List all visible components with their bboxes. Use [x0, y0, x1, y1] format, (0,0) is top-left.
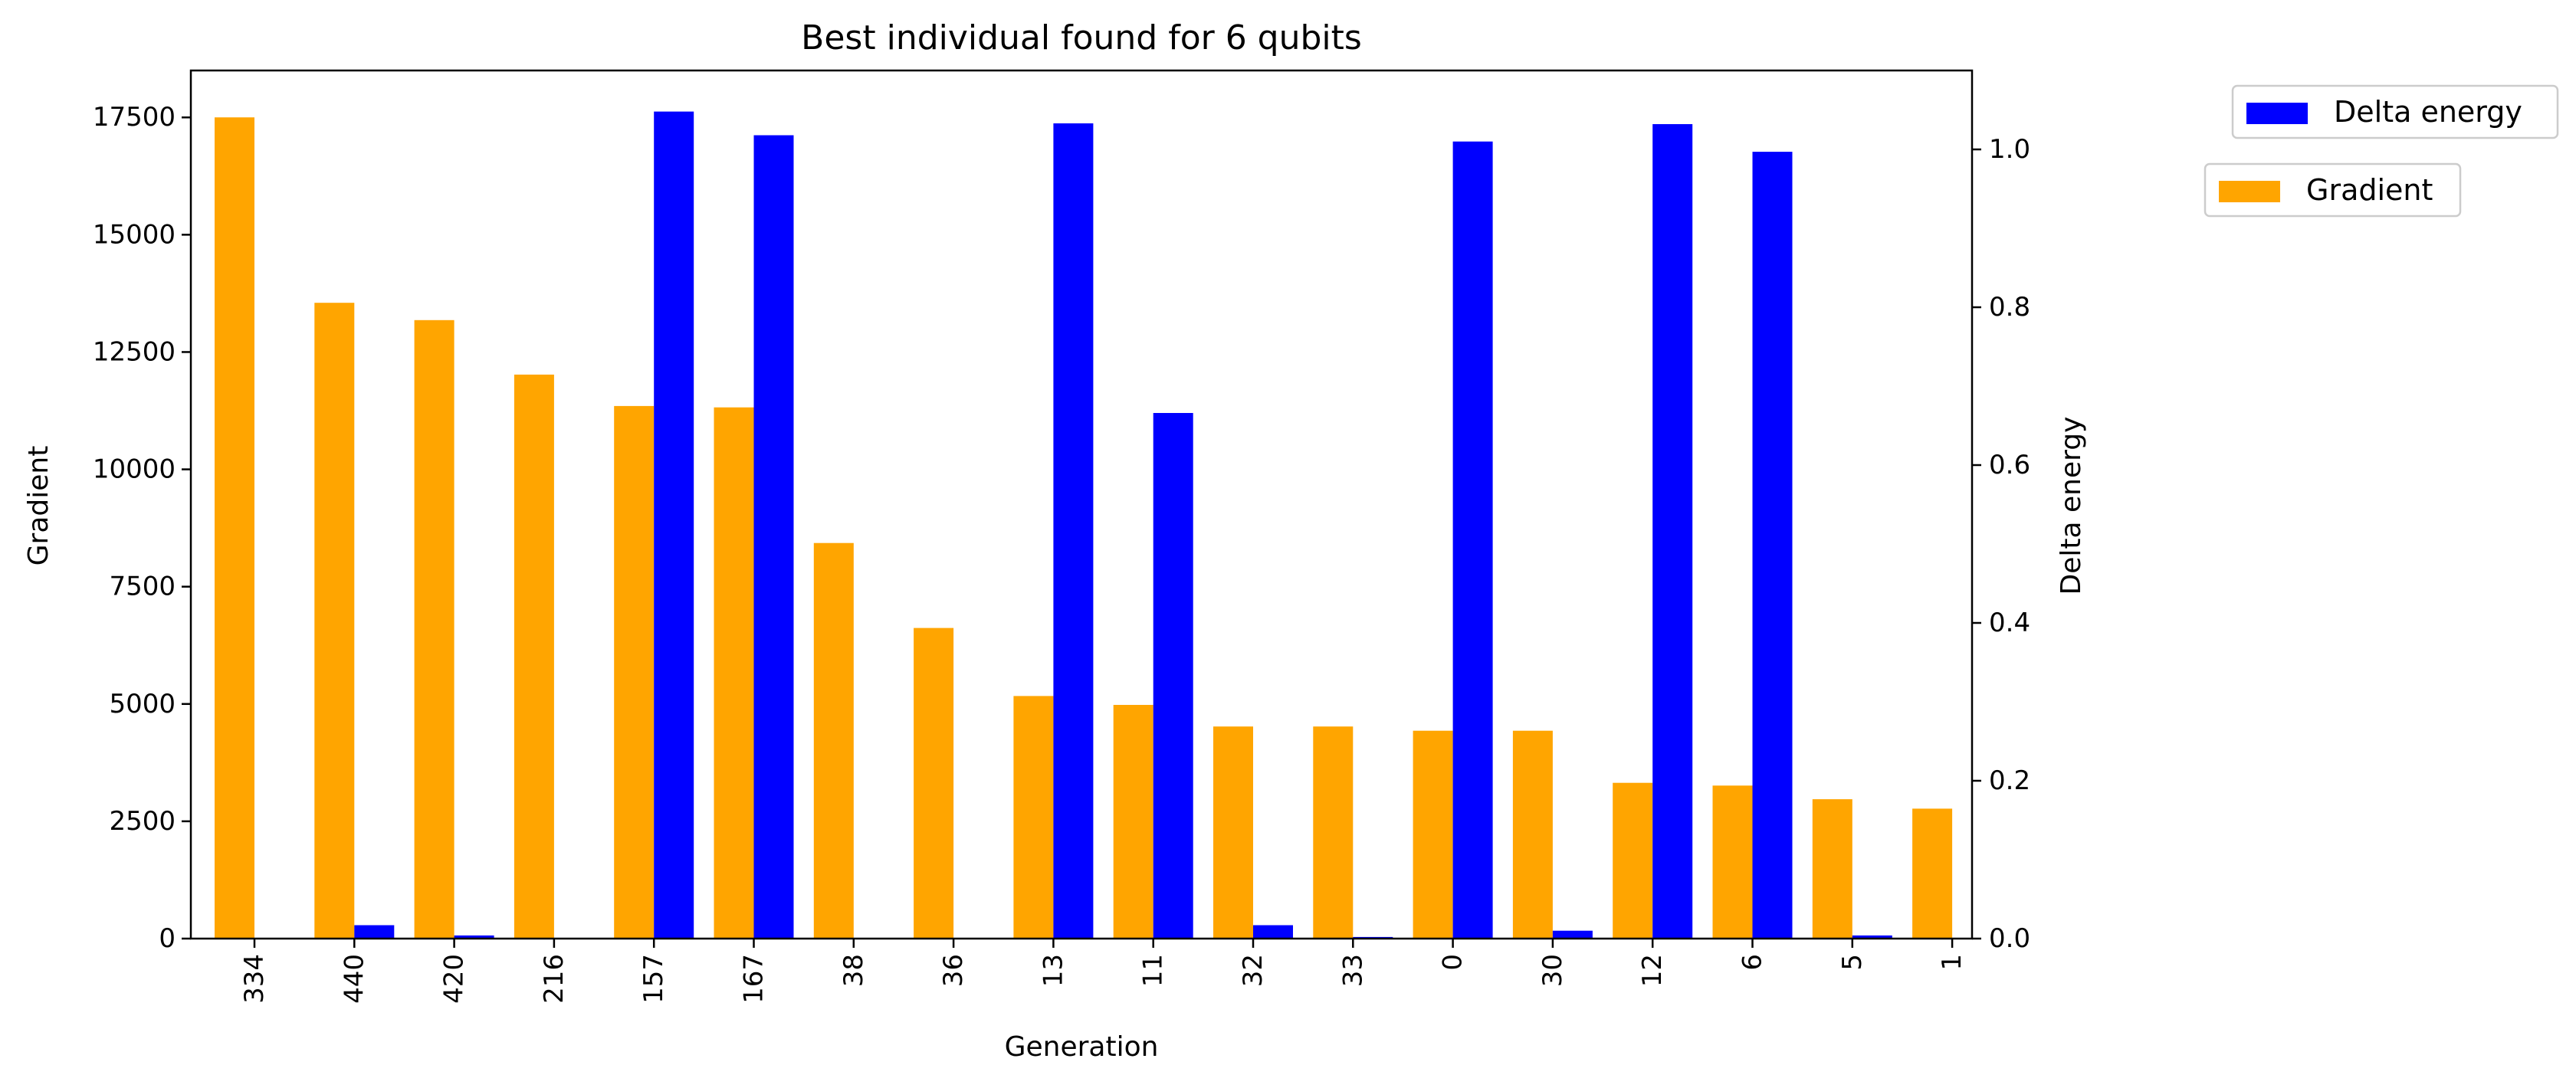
x-ticks-group: 334 440 420 216 157 167 38 36 13 11 32 33 0 30 12 6 5 1	[239, 939, 1967, 1004]
y-left-tick-label: 5000	[109, 689, 176, 719]
gradient-bar-167	[714, 407, 754, 939]
delta-energy-bar-5	[1852, 935, 1892, 939]
y-right-tick-label: 0.4	[1989, 608, 2030, 638]
y-right-tick-label: 0.8	[1989, 292, 2030, 323]
x-tick-label: 440	[339, 954, 369, 1004]
delta-energy-bar-30	[1552, 930, 1593, 939]
gradient-bar-5	[1812, 799, 1852, 939]
x-tick-label: 32	[1238, 954, 1268, 987]
y-left-tick-label: 0	[159, 923, 176, 954]
x-tick-label: 38	[838, 954, 869, 987]
legend-swatch	[2246, 103, 2308, 124]
x-axis-label: Generation	[1005, 1031, 1159, 1063]
y-right-axis-label: Delta energy	[2056, 417, 2087, 595]
y-left-tick-label: 17500	[93, 102, 176, 133]
delta-energy-bar-6	[1752, 152, 1793, 939]
delta-energy-bar-420	[454, 935, 494, 939]
gradient-bar-38	[813, 542, 854, 939]
x-tick-label: 0	[1438, 954, 1468, 971]
legend-group: Delta energy Gradient	[2204, 84, 2559, 218]
delta-energy-bar-13	[1053, 123, 1094, 939]
legend-label: Gradient	[2306, 173, 2433, 207]
legend-box	[2231, 84, 2559, 139]
y-right-tick-label: 0.2	[1989, 765, 2030, 796]
gradient-bar-334	[215, 117, 254, 939]
delta-energy-bar-167	[753, 135, 794, 939]
gradient-bar-36	[914, 628, 954, 939]
gradient-bar-440	[314, 303, 355, 939]
y-right-tick-label: 1.0	[1989, 134, 2030, 165]
x-tick-label: 30	[1537, 954, 1568, 987]
legend-box	[2204, 162, 2462, 218]
y-left-tick-label: 12500	[93, 336, 176, 367]
bars-group	[215, 111, 1953, 939]
y-left-tick-label: 7500	[109, 572, 176, 602]
x-tick-label: 334	[239, 954, 270, 1004]
chart-title: Best individual found for 6 qubits	[801, 18, 1362, 57]
x-tick-label: 6	[1738, 954, 1768, 971]
x-tick-label: 36	[938, 954, 969, 987]
y-right-ticks-group: 0.0 0.2 0.4 0.6 0.8 1.0	[1972, 134, 2030, 954]
x-tick-label: 12	[1637, 954, 1668, 987]
y-left-tick-label: 15000	[93, 219, 176, 250]
gradient-bar-13	[1013, 696, 1054, 939]
gradient-bar-0	[1413, 730, 1453, 939]
x-tick-label: 167	[739, 954, 770, 1004]
y-left-ticks-group: 0 2500 5000 7500 10000 12500 15000 17500	[93, 102, 191, 954]
y-right-tick-label: 0.0	[1989, 923, 2030, 954]
x-tick-label: 13	[1038, 954, 1068, 987]
gradient-bar-32	[1213, 726, 1253, 939]
gradient-bar-157	[614, 405, 655, 939]
y-left-axis-label: Gradient	[23, 446, 54, 566]
gradient-bar-30	[1512, 730, 1553, 939]
x-tick-label: 1	[1937, 954, 1967, 971]
x-tick-label: 5	[1837, 954, 1868, 971]
gradient-bar-33	[1313, 726, 1354, 939]
gradient-bar-1	[1912, 808, 1953, 939]
gradient-bar-420	[414, 320, 454, 939]
x-tick-label: 33	[1337, 954, 1368, 987]
gradient-bar-11	[1113, 705, 1153, 939]
gradient-bar-12	[1613, 782, 1653, 939]
delta-energy-bar-32	[1253, 925, 1293, 939]
delta-energy-bar-11	[1153, 413, 1193, 939]
x-tick-label: 11	[1138, 954, 1169, 987]
gradient-bar-216	[514, 374, 554, 939]
delta-energy-bar-12	[1652, 124, 1693, 939]
delta-energy-bar-157	[654, 111, 694, 939]
plot-frame	[189, 69, 1974, 940]
delta-energy-bar-0	[1452, 141, 1493, 939]
legend-swatch	[2219, 181, 2280, 202]
y-right-tick-label: 0.6	[1989, 450, 2030, 480]
x-tick-label: 420	[439, 954, 470, 1004]
gradient-bar-6	[1712, 785, 1753, 939]
y-left-tick-label: 2500	[109, 806, 176, 837]
x-tick-label: 216	[539, 954, 569, 1004]
legend-label: Delta energy	[2334, 95, 2522, 129]
y-left-tick-label: 10000	[93, 454, 176, 485]
x-tick-label: 157	[638, 954, 669, 1004]
delta-energy-bar-440	[354, 925, 395, 939]
